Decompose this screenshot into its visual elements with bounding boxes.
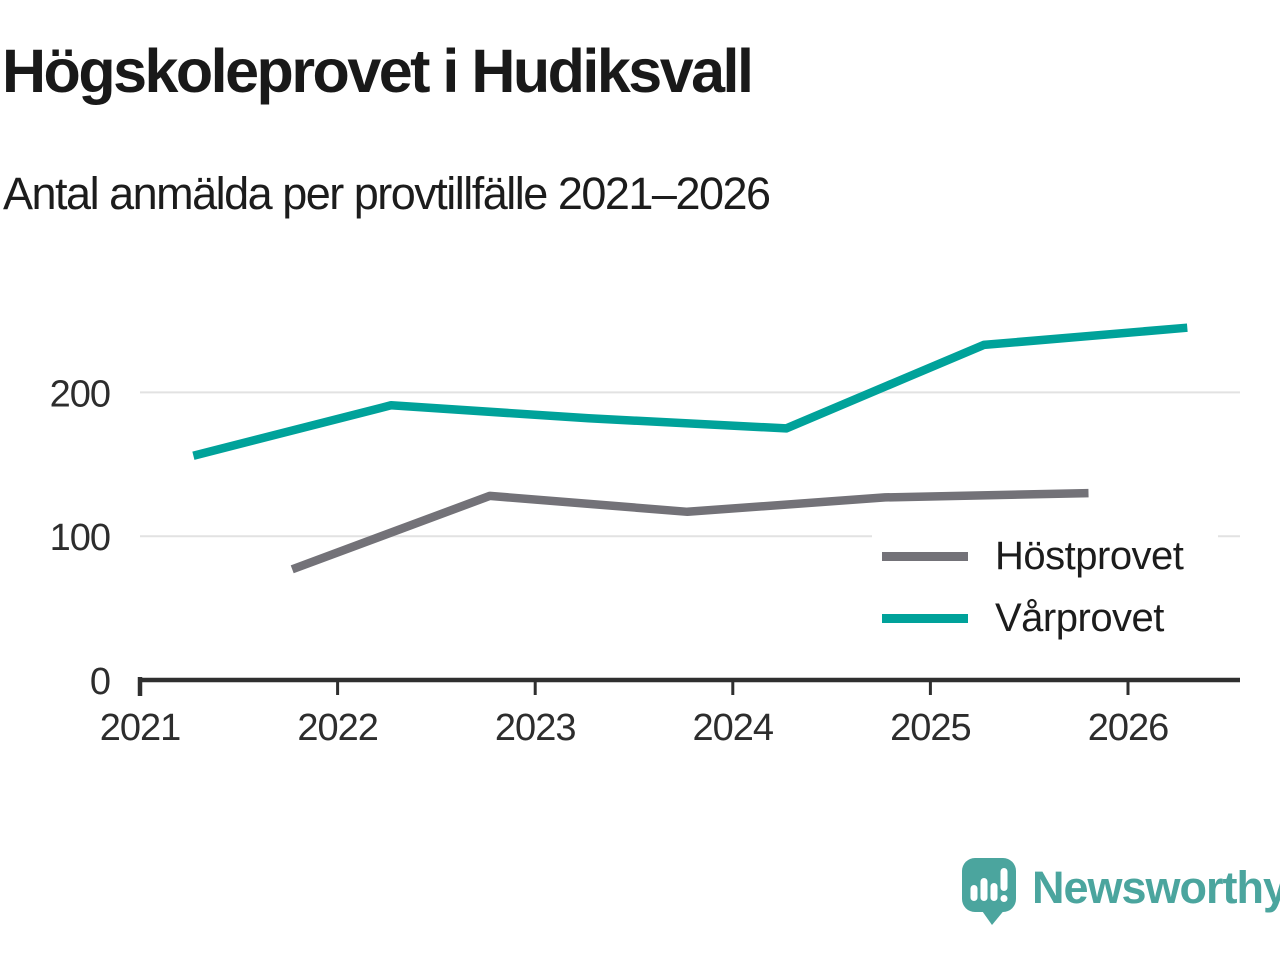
brand-wordmark: Newsworthy [1032, 862, 1280, 913]
hostprovet-line-swatch [882, 551, 968, 561]
legend-item-hostprovet: Höstprovet [872, 528, 1218, 584]
legend-label-hostprovet: Höstprovet [995, 533, 1184, 578]
newsworthy-logo: Newsworthy [962, 858, 1280, 928]
y-tick-label-200: 200 [50, 373, 110, 415]
varprovet-line-swatch [882, 613, 968, 623]
x-tick-label-2024: 2024 [693, 707, 774, 749]
series-line-vårprovet [192, 323, 1188, 460]
x-tick-label-2026: 2026 [1088, 707, 1169, 749]
x-tick-label-2022: 2022 [297, 707, 378, 749]
y-tick-label-0: 0 [90, 661, 110, 703]
y-tick-label-100: 100 [50, 517, 110, 559]
x-tick-label-2023: 2023 [495, 707, 576, 749]
legend-item-varprovet: Vårprovet [872, 590, 1218, 646]
chart-legend: Höstprovet Vårprovet [872, 528, 1218, 646]
legend-label-varprovet: Vårprovet [995, 595, 1164, 640]
chart-title: Högskoleprovet i Hudiksvall [2, 37, 754, 105]
chart-subtitle: Antal anmälda per provtillfälle 2021–202… [3, 168, 771, 219]
series-line-höstprovet [290, 488, 1089, 574]
x-tick-label-2025: 2025 [890, 707, 971, 749]
x-tick-label-2021: 2021 [100, 707, 181, 749]
newsworthy-bubble-chart-icon [962, 858, 1016, 925]
